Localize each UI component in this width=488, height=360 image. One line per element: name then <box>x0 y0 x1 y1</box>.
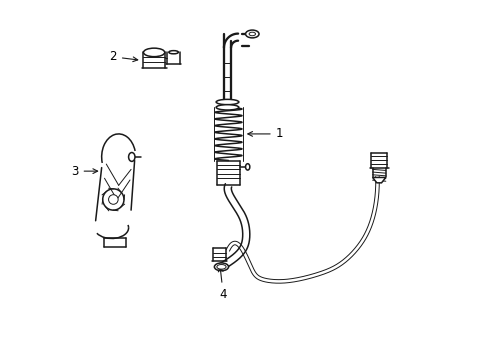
Ellipse shape <box>216 99 238 105</box>
Text: 2: 2 <box>109 50 138 63</box>
Text: 4: 4 <box>218 267 226 301</box>
Text: 3: 3 <box>71 165 98 177</box>
Text: 1: 1 <box>247 127 283 140</box>
Ellipse shape <box>214 263 228 271</box>
Ellipse shape <box>248 32 255 36</box>
Ellipse shape <box>245 30 259 38</box>
Ellipse shape <box>128 153 135 161</box>
Ellipse shape <box>216 265 225 269</box>
Ellipse shape <box>143 48 164 57</box>
Ellipse shape <box>245 164 249 170</box>
Ellipse shape <box>216 105 238 110</box>
Ellipse shape <box>168 51 178 54</box>
Circle shape <box>108 195 118 204</box>
Polygon shape <box>372 177 385 183</box>
